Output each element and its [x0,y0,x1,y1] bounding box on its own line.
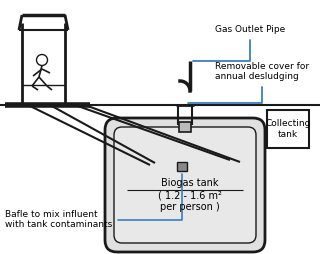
Bar [179,122,191,132]
Text: Gas Outlet Pipe: Gas Outlet Pipe [193,25,285,61]
FancyBboxPatch shape [105,118,265,252]
Bar [177,162,187,171]
Text: Biogas tank
( 1.2 - 1.6 m²
per person ): Biogas tank ( 1.2 - 1.6 m² per person ) [158,178,222,212]
Text: Bafle to mix influent
with tank contaminants: Bafle to mix influent with tank contamin… [5,174,182,229]
Bar [267,110,309,148]
FancyBboxPatch shape [114,127,256,243]
Text: Removable cover for
annual desludging: Removable cover for annual desludging [188,62,309,103]
Text: Collecting
tank: Collecting tank [265,119,311,139]
